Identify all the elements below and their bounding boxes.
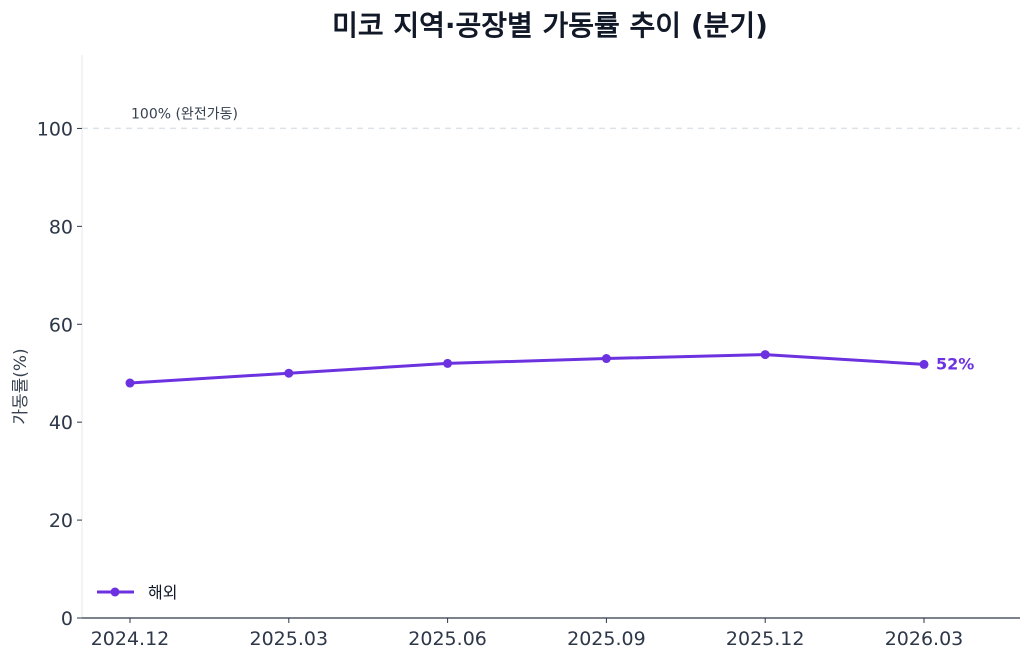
data-point xyxy=(601,354,611,364)
data-point xyxy=(919,359,929,369)
x-tick-label: 2025.09 xyxy=(567,628,646,650)
y-tick-label: 40 xyxy=(49,412,73,434)
legend-marker xyxy=(110,587,120,597)
data-point xyxy=(284,368,294,378)
y-tick-label: 80 xyxy=(49,216,73,238)
legend-label: 해외 xyxy=(148,583,177,602)
end-value-label: 52% xyxy=(936,354,974,373)
data-point xyxy=(125,378,135,388)
data-point xyxy=(443,358,453,368)
chart-title: 미코 지역·공장별 가동률 추이 (분기) xyxy=(332,9,768,42)
y-tick-label: 60 xyxy=(49,314,73,336)
y-tick-label: 100 xyxy=(37,118,73,140)
x-tick-label: 2026.03 xyxy=(885,628,964,650)
data-point xyxy=(760,350,770,360)
x-tick-label: 2024.12 xyxy=(91,628,170,650)
y-tick-label: 20 xyxy=(49,510,73,532)
x-tick-label: 2025.03 xyxy=(250,628,329,650)
series-line xyxy=(129,353,925,385)
y-axis-title: 가동률(%) xyxy=(11,348,31,424)
y-tick-label: 0 xyxy=(61,608,73,630)
x-tick-label: 2025.12 xyxy=(726,628,805,650)
reference-label: 100% (완전가동) xyxy=(131,106,238,122)
x-tick-label: 2025.06 xyxy=(408,628,487,650)
